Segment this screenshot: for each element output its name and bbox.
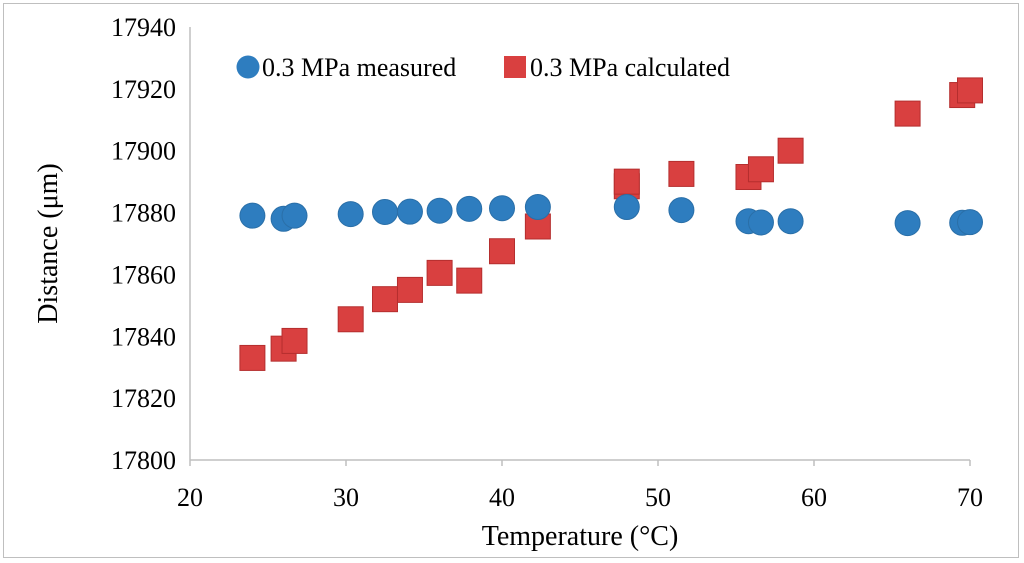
calculated-point (777, 137, 804, 164)
x-tick-label: 50 (645, 483, 671, 512)
x-tick-label: 20 (177, 483, 203, 512)
y-tick-label: 17880 (111, 199, 176, 228)
calculated-point (281, 327, 308, 354)
calculated-point (426, 259, 453, 286)
calculated-point (747, 156, 774, 183)
x-tick-label: 40 (489, 483, 515, 512)
calculated-point (668, 160, 695, 187)
calculated-point (396, 276, 423, 303)
measured-point (372, 198, 398, 225)
x-tick-label: 70 (957, 483, 983, 512)
measured-point (777, 208, 804, 235)
calculated-point (456, 267, 483, 294)
y-tick-label: 17920 (111, 75, 176, 104)
y-tick-label: 17940 (111, 13, 176, 42)
legend: 0.3 MPa measured 0.3 MPa calculated (236, 53, 730, 82)
y-axis-title: Distance (μm) (33, 163, 64, 323)
measured-point (239, 202, 266, 229)
calculated-point (894, 100, 921, 127)
y-tick-labels: 17800 17820 17840 17860 17880 17900 17920 17940 (111, 13, 176, 475)
x-tick-labels: 20 30 40 50 60 70 (177, 483, 983, 512)
y-tick-label: 17820 (111, 384, 176, 413)
x-tick-marks (189, 460, 971, 466)
y-tick-label: 17840 (111, 322, 176, 351)
legend-label-calculated: 0.3 MPa calculated (530, 53, 730, 82)
legend-marker-measured (236, 55, 260, 79)
legend-marker-calculated (504, 56, 526, 78)
data-points (239, 77, 983, 371)
measured-point (426, 197, 453, 224)
chart-frame (3, 3, 1019, 558)
calculated-point (613, 168, 640, 195)
y-tick-label: 17860 (111, 260, 176, 289)
calculated-point (957, 77, 983, 104)
measured-point (613, 194, 640, 221)
measured-point (456, 195, 483, 222)
measured-point (668, 197, 695, 224)
calculated-point (337, 306, 364, 333)
y-tick-label: 17800 (111, 446, 176, 475)
x-axis-title: Temperature (°C) (482, 521, 679, 552)
measured-point (337, 201, 364, 228)
y-tick-label: 17900 (111, 137, 176, 166)
measured-point (524, 194, 551, 221)
calculated-point (239, 344, 266, 371)
measured-point (489, 195, 515, 222)
calculated-point (372, 286, 398, 313)
measured-point (281, 202, 308, 229)
legend-label-measured: 0.3 MPa measured (262, 53, 456, 82)
measured-point (396, 198, 423, 225)
measured-point (894, 210, 921, 237)
x-tick-label: 30 (333, 483, 359, 512)
calculated-point (489, 238, 515, 265)
x-tick-label: 60 (801, 483, 827, 512)
measured-point (747, 209, 774, 236)
measured-point (957, 209, 983, 236)
